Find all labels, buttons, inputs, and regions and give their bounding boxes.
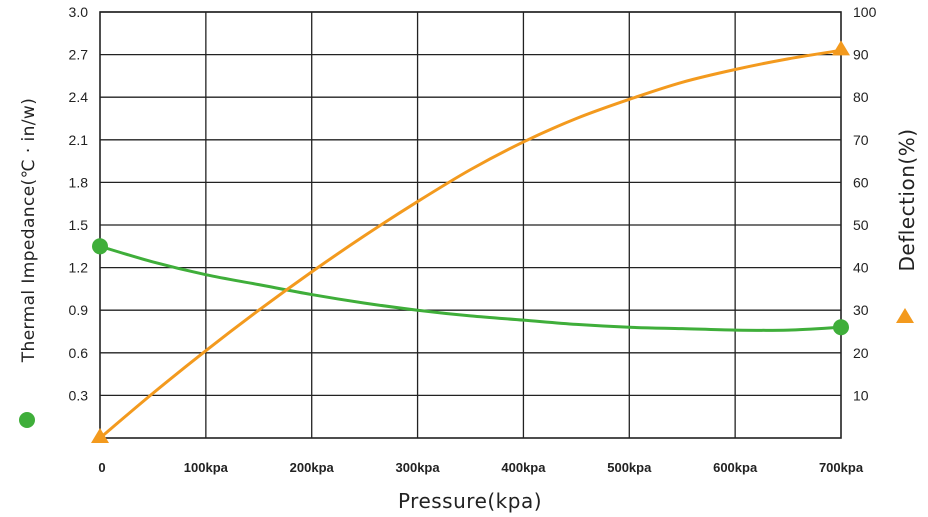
y-right-tick-label: 90 [853,47,869,63]
series-point-triangle [91,428,109,443]
series-markers [91,40,850,443]
y-left-tick-label: 1.2 [69,260,89,276]
y-right-tick-label: 60 [853,174,869,190]
y-left-tick-label: 0.3 [69,387,89,403]
x-axis-title: Pressure(kpa) [398,489,542,513]
y-left-tick-label: 1.5 [69,217,89,233]
x-tick-label: 400kpa [501,460,546,475]
y-right-tick-label: 10 [853,387,869,403]
y-right-tick-label: 80 [853,89,869,105]
deflection-line [98,48,843,440]
y-right-tick-label: 70 [853,132,869,148]
y-right-axis-title: Deflection(%) [895,128,919,271]
x-tick-label: 600kpa [713,460,758,475]
y-right-tick-labels: 100 90 80 70 60 50 40 30 20 10 [853,4,877,403]
y-right-legend-triangle-icon [896,308,914,323]
y-left-legend-circle-icon [19,412,35,428]
y-left-tick-label: 1.8 [69,174,89,190]
x-tick-label: 100kpa [184,460,229,475]
x-tick-label: 700kpa [819,460,864,475]
y-left-axis-title: Thermal Impedance(℃ · in/w) [19,98,39,364]
x-tick-label: 300kpa [396,460,441,475]
y-left-tick-label: 0.6 [69,345,89,361]
plot-frame [99,11,842,439]
y-right-tick-label: 40 [853,260,869,276]
y-left-tick-label: 2.7 [69,47,89,63]
series-point-circle [92,238,108,255]
y-left-tick-labels: 3.0 2.7 2.4 2.1 1.8 1.5 1.2 0.9 0.6 0.3 [69,4,89,403]
y-left-tick-label: 0.9 [69,302,89,318]
y-right-tick-label: 30 [853,302,869,318]
x-tick-label: 200kpa [290,460,335,475]
y-left-tick-label: 2.4 [69,89,89,105]
x-tick-label: 0 [98,460,105,475]
thermal-impedance-line [98,244,843,332]
series-point-triangle [832,40,850,56]
y-right-title-group: Deflection(%) [895,128,919,323]
series-lines [98,48,843,440]
x-tick-label: 500kpa [607,460,652,475]
y-left-title-group: Thermal Impedance(℃ · in/w) [19,98,39,428]
x-tick-labels: 0 100kpa 200kpa 300kpa 400kpa 500kpa 600kpa 700… [98,460,863,475]
y-left-tick-label: 2.1 [69,132,89,148]
grid-layer [100,11,841,438]
y-left-tick-label: 3.0 [69,4,89,20]
y-right-tick-label: 20 [853,345,869,361]
series-point-circle [833,319,849,336]
y-right-tick-label: 50 [853,217,869,233]
y-right-tick-label: 100 [853,4,877,20]
